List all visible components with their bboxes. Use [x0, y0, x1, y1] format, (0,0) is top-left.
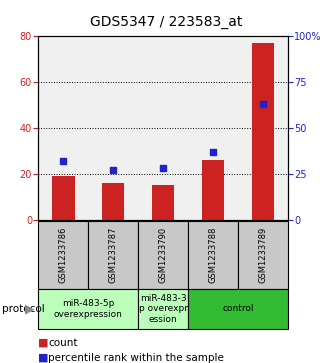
Point — [111, 167, 116, 173]
Bar — [202, 160, 224, 220]
Text: count: count — [48, 338, 78, 348]
Text: control: control — [222, 305, 254, 313]
Bar — [152, 185, 174, 220]
Point — [260, 101, 266, 107]
Bar — [52, 176, 75, 220]
Text: miR-483-3
p overexpr
ession: miR-483-3 p overexpr ession — [139, 294, 188, 324]
Text: GSM1233786: GSM1233786 — [59, 227, 68, 283]
Text: protocol: protocol — [2, 304, 44, 314]
Point — [210, 149, 216, 155]
Text: ■: ■ — [38, 338, 49, 348]
Text: GSM1233789: GSM1233789 — [258, 227, 268, 283]
Text: GSM1233790: GSM1233790 — [159, 227, 168, 283]
Text: miR-483-5p
overexpression: miR-483-5p overexpression — [54, 299, 123, 319]
Point — [161, 166, 166, 171]
Point — [61, 158, 66, 164]
Bar — [102, 183, 125, 220]
Text: GSM1233788: GSM1233788 — [208, 227, 218, 283]
Text: ■: ■ — [38, 352, 49, 363]
Bar — [252, 43, 274, 220]
Text: ▶: ▶ — [25, 302, 35, 315]
Text: percentile rank within the sample: percentile rank within the sample — [48, 352, 224, 363]
Text: GDS5347 / 223583_at: GDS5347 / 223583_at — [90, 15, 243, 29]
Text: GSM1233787: GSM1233787 — [109, 227, 118, 283]
